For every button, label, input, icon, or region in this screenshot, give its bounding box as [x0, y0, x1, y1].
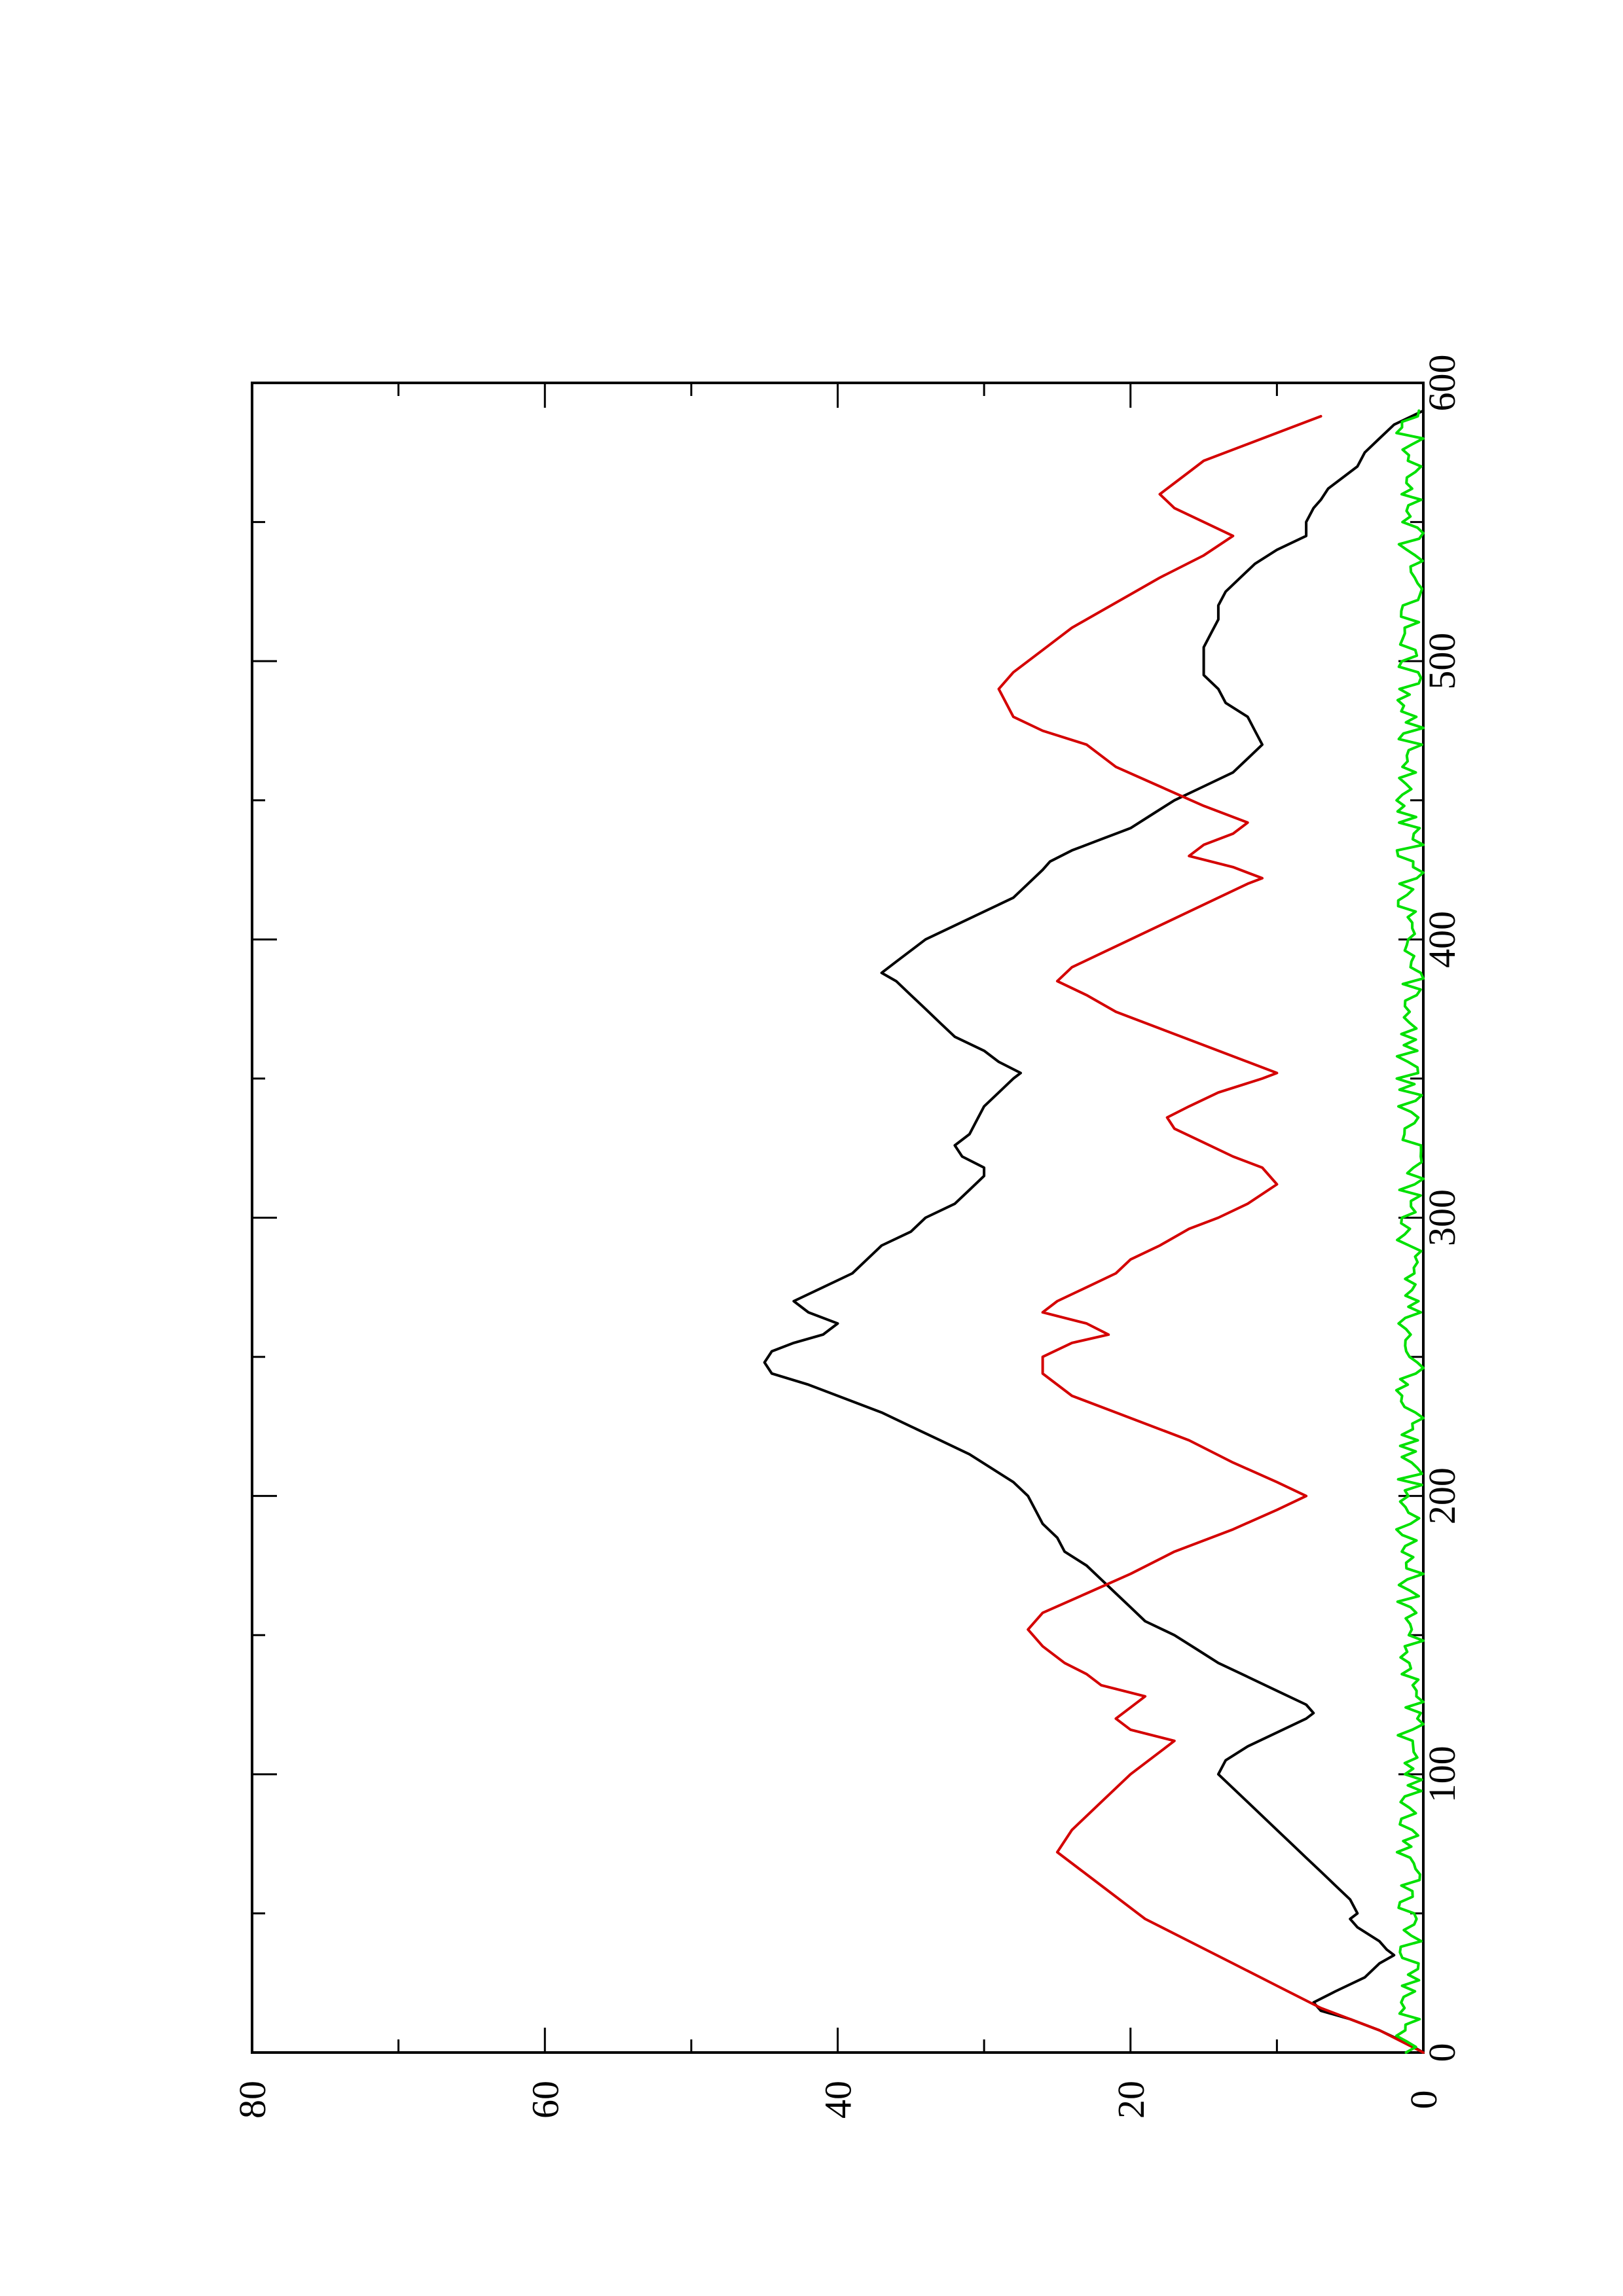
x-tick-label: 100: [1421, 1746, 1463, 1803]
series-line-2: [997, 415, 1425, 2054]
x-tick-label: 500: [1421, 633, 1463, 690]
series-line-3: [1395, 409, 1425, 2054]
y-tick-label: 80: [231, 2081, 274, 2119]
y-tick-label: 0: [1402, 2090, 1445, 2109]
x-tick-label: 400: [1421, 911, 1463, 968]
x-tick-label: 200: [1421, 1467, 1463, 1524]
x-tick-label: 0: [1421, 2043, 1463, 2062]
y-tick-label: 60: [524, 2081, 566, 2119]
axis-ticks: [251, 382, 1425, 2054]
x-tick-label: 300: [1421, 1189, 1463, 1246]
axis-tick-labels: 0 100 200 300 400 500 600 0 20 40 60 80: [231, 355, 1463, 2119]
series-line-1: [763, 409, 1425, 2054]
y-tick-label: 40: [817, 2081, 860, 2119]
y-tick-label: 20: [1110, 2081, 1152, 2119]
data-series: [763, 409, 1425, 2054]
x-tick-label: 600: [1421, 355, 1463, 412]
